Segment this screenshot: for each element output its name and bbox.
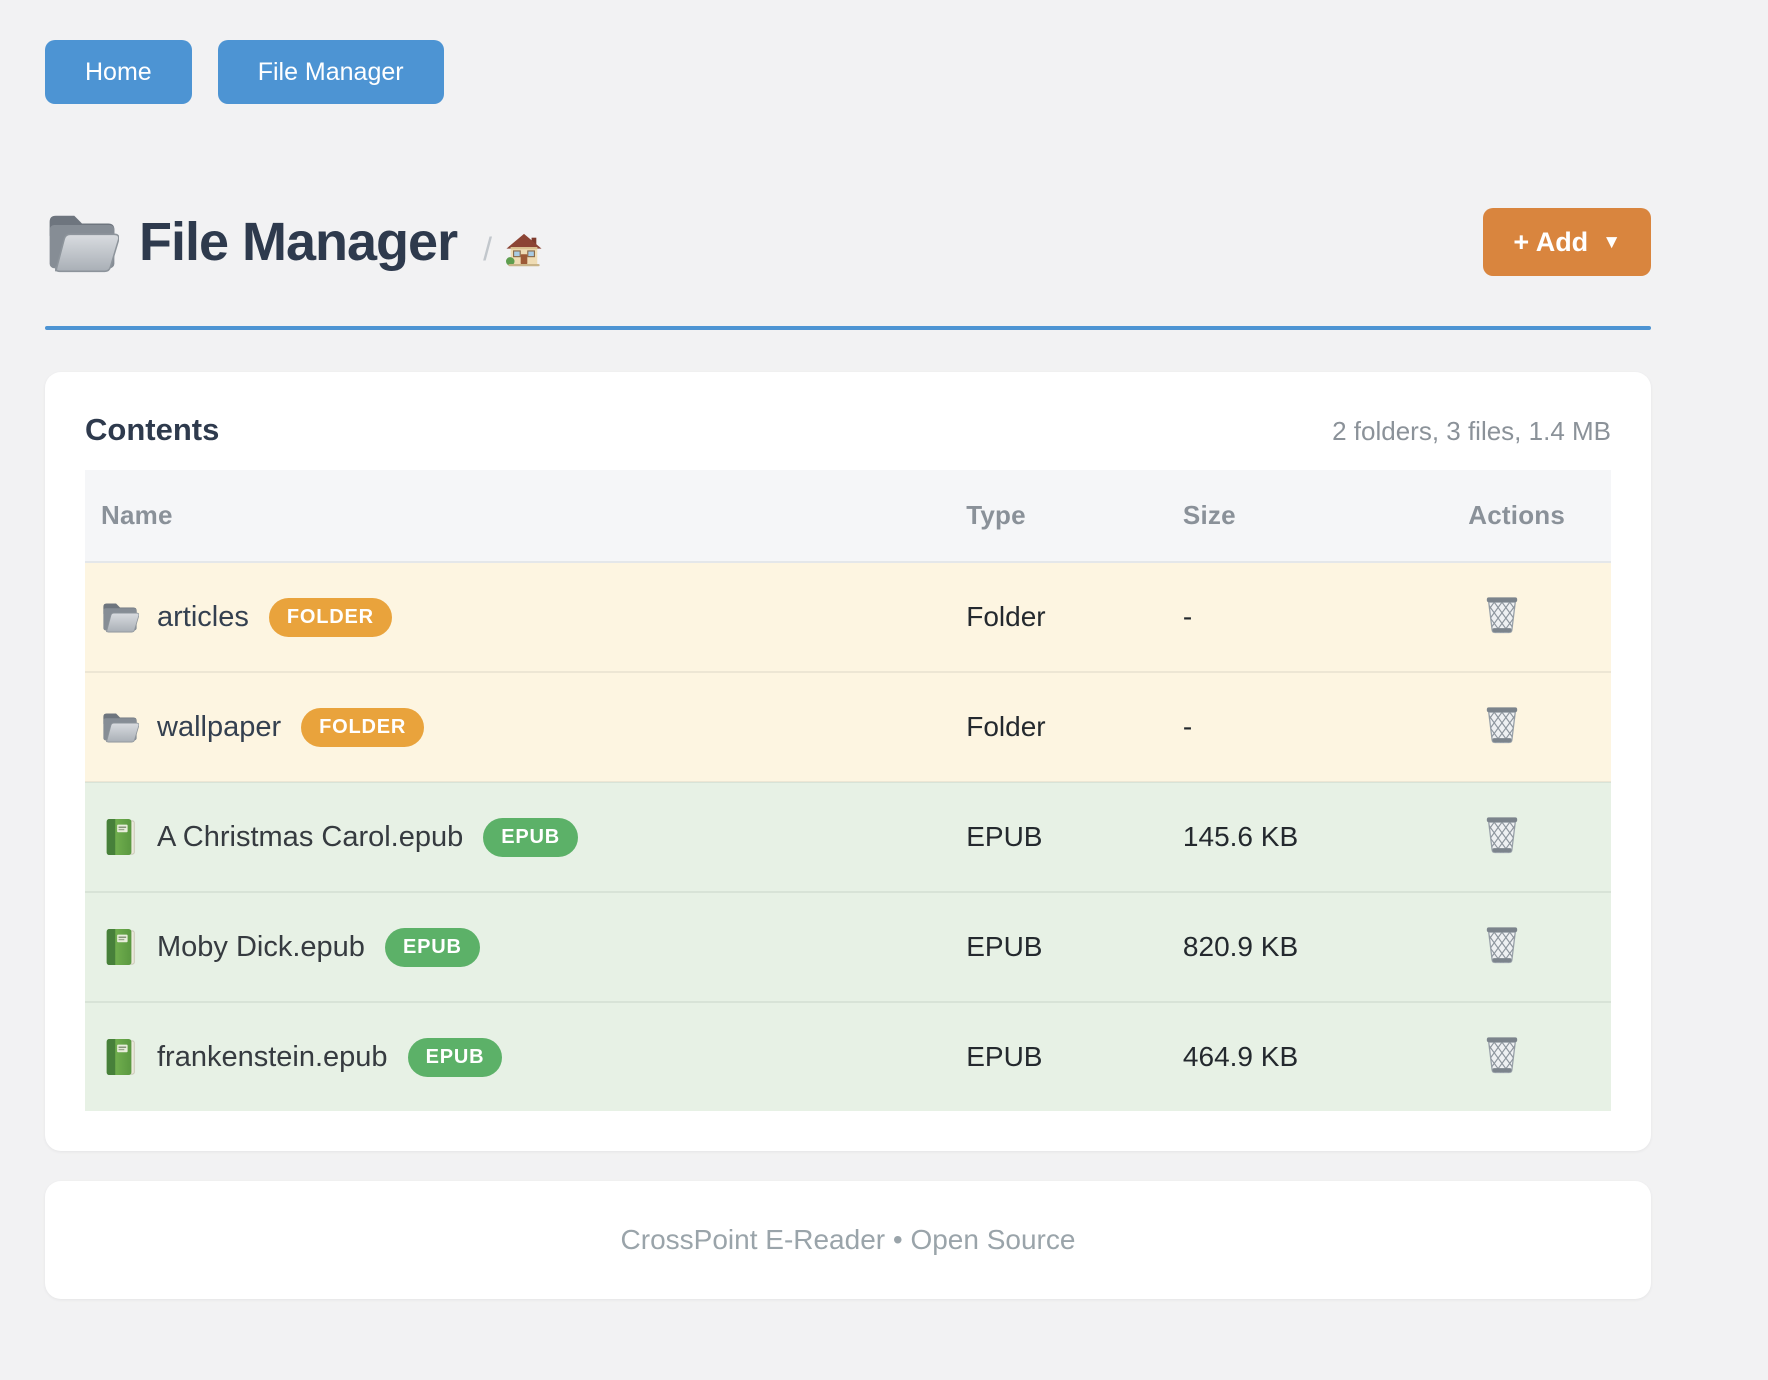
- trash-icon: [1484, 1033, 1520, 1074]
- file-table: Name Type Size Actions articles FOLDER F…: [85, 470, 1611, 1111]
- delete-button[interactable]: [1484, 1033, 1520, 1074]
- type-cell: Folder: [966, 711, 1046, 742]
- page-header: File Manager / + Add ▼: [45, 208, 1651, 276]
- title-divider: [45, 326, 1651, 330]
- top-nav: Home File Manager: [45, 40, 1651, 104]
- contents-card: Contents 2 folders, 3 files, 1.4 MB Name…: [45, 372, 1651, 1151]
- delete-button[interactable]: [1484, 703, 1520, 744]
- footer-text: CrossPoint E-Reader • Open Source: [620, 1224, 1076, 1255]
- type-badge: FOLDER: [268, 597, 392, 637]
- table-row[interactable]: articles FOLDER Folder -: [85, 562, 1611, 672]
- contents-heading: Contents: [85, 412, 220, 447]
- folder-icon: [101, 708, 140, 746]
- page-title: File Manager: [139, 212, 458, 272]
- type-cell: EPUB: [966, 821, 1043, 852]
- column-header-name: Name: [85, 470, 951, 562]
- table-header-row: Name Type Size Actions: [85, 470, 1611, 562]
- type-cell: Folder: [966, 601, 1046, 632]
- column-header-actions: Actions: [1452, 470, 1611, 562]
- breadcrumb-home-link[interactable]: [505, 232, 543, 268]
- delete-button[interactable]: [1484, 923, 1520, 964]
- size-cell: 145.6 KB: [1182, 821, 1299, 852]
- trash-icon: [1484, 703, 1520, 744]
- page: Home File Manager File Manager / + Add ▼…: [45, 0, 1651, 1299]
- file-name[interactable]: articles: [157, 600, 249, 633]
- column-header-type: Type: [950, 470, 1167, 562]
- type-badge: EPUB: [483, 817, 579, 857]
- delete-button[interactable]: [1484, 593, 1520, 634]
- file-name[interactable]: Moby Dick.epub: [157, 930, 365, 963]
- green-book-icon: [101, 928, 139, 966]
- type-badge: EPUB: [384, 927, 480, 967]
- breadcrumb-separator: /: [483, 230, 492, 267]
- contents-table-body: articles FOLDER Folder - wallpaper FOLDE…: [85, 562, 1611, 1111]
- folder-icon: [101, 598, 140, 636]
- column-header-size: Size: [1166, 470, 1453, 562]
- chevron-down-icon: ▼: [1602, 232, 1621, 253]
- house-icon: [505, 233, 543, 267]
- size-cell: -: [1182, 711, 1193, 742]
- folder-icon: [48, 215, 119, 273]
- trash-icon: [1484, 813, 1520, 854]
- file-name[interactable]: wallpaper: [157, 710, 282, 743]
- size-cell: 464.9 KB: [1182, 1041, 1299, 1072]
- contents-summary: 2 folders, 3 files, 1.4 MB: [1332, 416, 1611, 446]
- table-row[interactable]: wallpaper FOLDER Folder -: [85, 672, 1611, 782]
- add-button[interactable]: + Add ▼: [1483, 208, 1651, 276]
- delete-button[interactable]: [1484, 813, 1520, 854]
- type-badge: FOLDER: [301, 707, 425, 747]
- file-name[interactable]: A Christmas Carol.epub: [157, 820, 464, 853]
- trash-icon: [1484, 923, 1520, 964]
- file-name[interactable]: frankenstein.epub: [157, 1040, 388, 1073]
- table-row[interactable]: A Christmas Carol.epub EPUB EPUB 145.6 K…: [85, 782, 1611, 892]
- footer: CrossPoint E-Reader • Open Source: [45, 1181, 1651, 1299]
- type-badge: EPUB: [407, 1037, 503, 1077]
- green-book-icon: [101, 1038, 139, 1076]
- table-row[interactable]: Moby Dick.epub EPUB EPUB 820.9 KB: [85, 892, 1611, 1002]
- add-button-label: + Add: [1513, 226, 1589, 257]
- type-cell: EPUB: [966, 1041, 1043, 1072]
- home-button[interactable]: Home: [45, 40, 192, 104]
- size-cell: 820.9 KB: [1182, 931, 1299, 962]
- green-book-icon: [101, 818, 139, 856]
- size-cell: -: [1182, 601, 1193, 632]
- trash-icon: [1484, 593, 1520, 634]
- type-cell: EPUB: [966, 931, 1043, 962]
- table-row[interactable]: frankenstein.epub EPUB EPUB 464.9 KB: [85, 1002, 1611, 1111]
- file-manager-button[interactable]: File Manager: [217, 40, 444, 104]
